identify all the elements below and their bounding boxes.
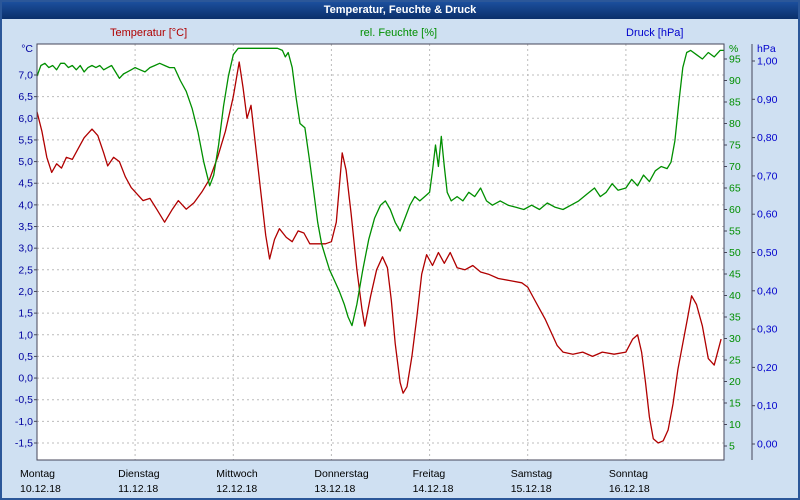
- temperature-tick-label: 2,5: [18, 264, 33, 276]
- temperature-tick-label: 3,0: [18, 243, 33, 255]
- humidity-tick-label: 45: [729, 269, 741, 281]
- pressure-tick-label: 0,60: [757, 209, 778, 221]
- temperature-tick-label: 4,5: [18, 178, 33, 190]
- temperature-tick-label: 2,0: [18, 286, 33, 298]
- legend-temperature: Temperatur [°C]: [110, 27, 188, 39]
- temperature-tick-label: 3,5: [18, 221, 33, 233]
- humidity-tick-label: 35: [729, 312, 741, 324]
- temperature-tick-label: 4,0: [18, 199, 33, 211]
- temperature-tick-label: 1,5: [18, 308, 33, 320]
- temperature-axis-unit: °C: [21, 43, 33, 55]
- pressure-axis-unit: hPa: [757, 43, 776, 55]
- x-date-label: 10.12.18: [20, 483, 61, 495]
- temperature-tick-label: -0,5: [15, 394, 33, 406]
- window-title: Temperatur, Feuchte & Druck: [323, 4, 477, 16]
- temperature-tick-label: 5,5: [18, 134, 33, 146]
- humidity-tick-label: 65: [729, 183, 741, 195]
- humidity-tick-label: 75: [729, 140, 741, 152]
- humidity-tick-label: 70: [729, 161, 741, 173]
- pressure-tick-label: 0,20: [757, 362, 778, 374]
- temperature-tick-label: 7,0: [18, 70, 33, 82]
- humidity-tick-label: 80: [729, 118, 741, 130]
- x-day-label: Mittwoch: [216, 468, 258, 480]
- x-day-label: Samstag: [511, 468, 553, 480]
- pressure-tick-label: 0,30: [757, 324, 778, 336]
- humidity-series-line: [36, 47, 724, 327]
- humidity-tick-label: 50: [729, 247, 741, 259]
- x-day-label: Montag: [20, 468, 55, 480]
- temperature-tick-label: -1,5: [15, 437, 33, 449]
- pressure-tick-label: 0,90: [757, 94, 778, 106]
- humidity-tick-label: 60: [729, 204, 741, 216]
- temperature-tick-label: 6,0: [18, 113, 33, 125]
- x-day-label: Freitag: [413, 468, 446, 480]
- legend-humidity: rel. Feuchte [%]: [360, 27, 438, 39]
- humidity-tick-label: 55: [729, 226, 741, 238]
- pressure-tick-label: 0,80: [757, 132, 778, 144]
- humidity-tick-label: 95: [729, 54, 741, 66]
- x-day-label: Sonntag: [609, 468, 648, 480]
- plot-area: [37, 44, 724, 460]
- pressure-tick-label: 0,10: [757, 400, 778, 412]
- temperature-tick-label: 6,5: [18, 91, 33, 103]
- humidity-tick-label: 85: [729, 97, 741, 109]
- x-date-label: 14.12.18: [413, 483, 454, 495]
- temperature-tick-label: 0,0: [18, 373, 33, 385]
- pressure-tick-label: 0,70: [757, 170, 778, 182]
- x-day-label: Dienstag: [118, 468, 160, 480]
- humidity-tick-label: 25: [729, 355, 741, 367]
- x-day-label: Donnerstag: [314, 468, 368, 480]
- x-date-label: 15.12.18: [511, 483, 552, 495]
- x-date-label: 13.12.18: [314, 483, 355, 495]
- x-date-label: 12.12.18: [216, 483, 257, 495]
- x-date-label: 11.12.18: [118, 483, 158, 495]
- humidity-tick-label: 90: [729, 75, 741, 87]
- humidity-tick-label: 30: [729, 333, 741, 345]
- title-bar: Temperatur, Feuchte & Druck: [2, 2, 798, 19]
- temperature-tick-label: -1,0: [15, 416, 33, 428]
- humidity-axis-unit: %: [729, 43, 738, 55]
- humidity-tick-label: 15: [729, 398, 741, 410]
- humidity-tick-label: 10: [729, 419, 741, 431]
- temperature-tick-label: 1,0: [18, 329, 33, 341]
- pressure-tick-label: 1,00: [757, 56, 778, 68]
- humidity-tick-label: 20: [729, 376, 741, 388]
- humidity-tick-label: 5: [729, 441, 735, 453]
- humidity-tick-label: 40: [729, 290, 741, 302]
- pressure-tick-label: 0,00: [757, 439, 778, 451]
- temperature-tick-label: 5,0: [18, 156, 33, 168]
- legend-pressure: Druck [hPa]: [626, 27, 684, 39]
- x-date-label: 16.12.18: [609, 483, 650, 495]
- temperature-series-line: [36, 61, 722, 444]
- pressure-tick-label: 0,40: [757, 285, 778, 297]
- pressure-tick-label: 0,50: [757, 247, 778, 259]
- temperature-tick-label: 0,5: [18, 351, 33, 363]
